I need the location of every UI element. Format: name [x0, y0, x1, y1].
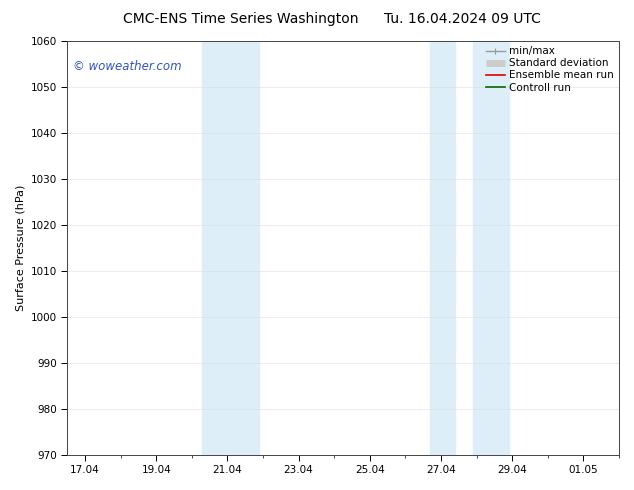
Y-axis label: Surface Pressure (hPa): Surface Pressure (hPa)	[15, 185, 25, 311]
Bar	[228, 41, 259, 455]
Bar	[473, 41, 508, 455]
Legend: min/max, Standard deviation, Ensemble mean run, Controll run: min/max, Standard deviation, Ensemble me…	[484, 44, 616, 95]
Bar	[202, 41, 228, 455]
Text: © woweather.com: © woweather.com	[73, 60, 181, 73]
Text: Tu. 16.04.2024 09 UTC: Tu. 16.04.2024 09 UTC	[384, 12, 541, 26]
Text: CMC-ENS Time Series Washington: CMC-ENS Time Series Washington	[123, 12, 359, 26]
Bar	[430, 41, 455, 455]
